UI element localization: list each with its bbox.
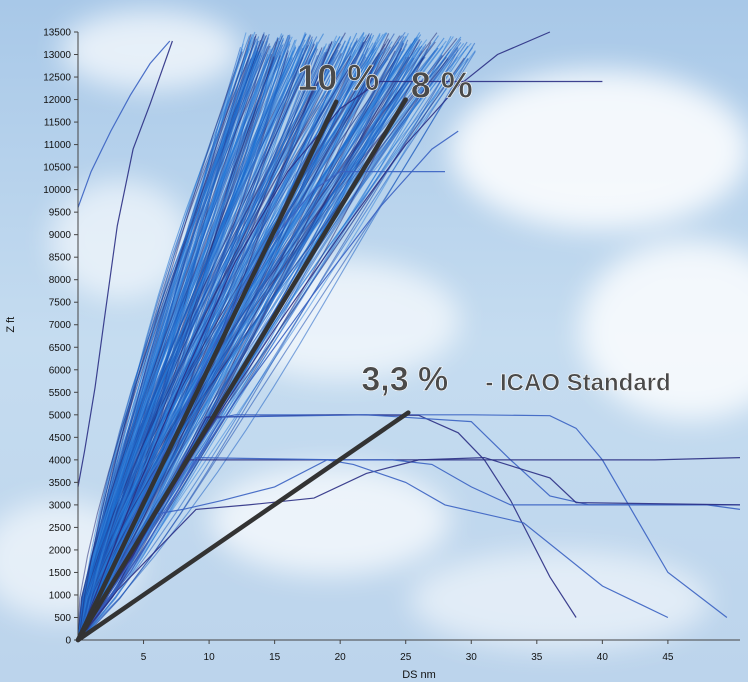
y-tick-label: 9500 [49, 208, 72, 219]
trajectory-line [80, 49, 339, 641]
trajectory-line [77, 50, 436, 641]
y-tick-label: 3000 [49, 500, 72, 511]
label-3-3-percent: 3,3 % [361, 361, 448, 399]
axes: 0 500 1000 1500 2000 2500 3000 3500 4000 4500 5000… [5, 28, 740, 681]
y-tick-label: 2000 [49, 545, 72, 556]
trajectory-line [78, 56, 458, 641]
y-tick-label: 2500 [49, 523, 72, 534]
x-axis-title: DS nm [402, 669, 436, 681]
label-8-percent: 8 % [411, 65, 473, 106]
y-tick-label: 0 [65, 636, 71, 647]
y-tick-label: 11500 [44, 118, 72, 129]
label-10-percent: 10 % [297, 57, 379, 98]
trajectory-line [77, 51, 243, 641]
trajectory-line [78, 54, 254, 641]
trajectory-line [80, 34, 306, 641]
y-tick-label: 10000 [43, 185, 71, 196]
y-tick-label: 6000 [49, 365, 72, 376]
trajectory-line [77, 45, 271, 641]
trajectory-line [79, 50, 423, 641]
y-tick-label: 8000 [49, 275, 72, 286]
y-tick-label: 1500 [49, 568, 72, 579]
y-tick-label: 5000 [49, 410, 72, 421]
y-tick-label: 10500 [43, 163, 71, 174]
y-tick-label: 500 [54, 613, 71, 624]
x-tick-label: 35 [531, 652, 543, 663]
trajectory-line [79, 40, 268, 641]
y-tick-label: 1000 [49, 590, 72, 601]
trajectory-level-off-3000 [77, 456, 741, 641]
y-tick-label: 12000 [43, 95, 71, 106]
y-tick-label: 11000 [44, 140, 72, 151]
trajectory-line [77, 51, 476, 641]
x-tick-label: 10 [204, 652, 216, 663]
gradient-reference-lines [75, 97, 411, 643]
trajectory-line [80, 41, 393, 641]
trajectory-line [77, 57, 293, 641]
trajectory-line [77, 57, 424, 641]
trajectory-line [79, 49, 459, 641]
trajectory-line [78, 34, 252, 641]
gradient-labels: 10 % 8 % 3,3 % - ICAO Standard [297, 57, 671, 399]
trajectory-line [80, 51, 327, 641]
trajectory-level-off-4000-b [77, 456, 740, 641]
y-tick-label: 4000 [49, 455, 72, 466]
trajectory-line [77, 46, 326, 641]
reference-line-0 [75, 99, 339, 643]
trajectory-shallow-outlier-b [77, 130, 459, 641]
label-icao-standard: - ICAO Standard [485, 370, 670, 397]
x-tick-label: 5 [141, 652, 147, 663]
trajectory-line [79, 42, 476, 641]
trajectory-line [77, 43, 412, 641]
x-tick-label: 45 [662, 652, 674, 663]
trajectory-line [77, 33, 307, 641]
y-tick-label: 12500 [43, 73, 71, 84]
y-tick-label: 8500 [49, 253, 72, 264]
y-tick-label: 7000 [49, 320, 72, 331]
x-tick-label: 15 [269, 652, 281, 663]
trajectory-steep-outlier-b [77, 40, 171, 208]
y-tick-label: 7500 [49, 298, 72, 309]
y-tick-label: 13500 [43, 28, 71, 39]
y-tick-label: 9000 [49, 230, 72, 241]
y-tick-label: 3500 [49, 478, 72, 489]
x-tick-label: 30 [466, 652, 478, 663]
y-tick-label: 5500 [49, 388, 72, 399]
trajectory-line [80, 43, 315, 641]
y-tick-label: 13000 [43, 50, 71, 61]
trajectory-line [77, 44, 283, 641]
trajectory-steep-outlier [77, 40, 173, 488]
x-tick-label: 40 [597, 652, 609, 663]
trajectory-early-turn [77, 459, 669, 641]
reference-line-2 [75, 410, 411, 643]
y-axis-title: Z ft [5, 317, 17, 333]
x-tick-label: 20 [335, 652, 347, 663]
trajectory-line [78, 32, 247, 641]
reference-line-1 [75, 97, 408, 643]
y-tick-label: 6500 [49, 343, 72, 354]
y-tick-label: 4500 [49, 433, 72, 444]
x-tick-label: 25 [400, 652, 412, 663]
trajectory-cruise-12400 [77, 80, 603, 641]
